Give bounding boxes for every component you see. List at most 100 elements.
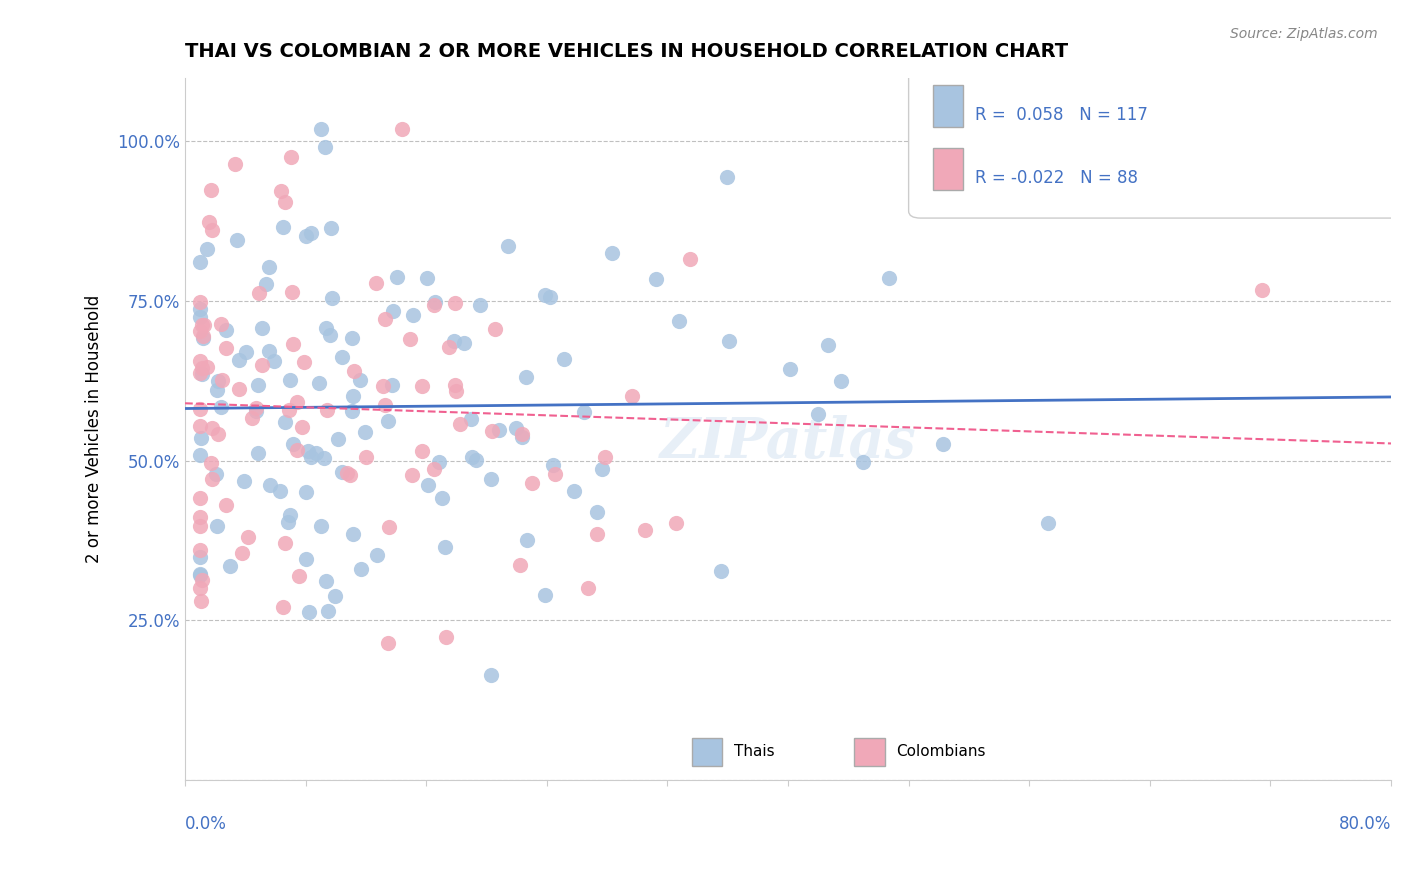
Point <box>516 533 538 548</box>
Point <box>385 270 408 285</box>
Bar <box>855 738 884 766</box>
Point <box>315 403 337 417</box>
Point <box>335 467 357 481</box>
Point <box>591 462 613 476</box>
Point <box>259 478 281 492</box>
Point <box>668 314 690 328</box>
Point <box>585 505 607 519</box>
Point <box>443 334 465 349</box>
Point <box>207 383 229 397</box>
Point <box>188 549 211 564</box>
Point <box>1250 284 1272 298</box>
Point <box>562 484 585 499</box>
Point <box>620 389 643 403</box>
Point <box>277 403 299 417</box>
Point <box>391 121 413 136</box>
Point <box>399 333 422 347</box>
Point <box>274 415 297 429</box>
Point <box>505 421 527 435</box>
Point <box>209 400 232 414</box>
Point <box>321 292 343 306</box>
Point <box>319 221 342 235</box>
Point <box>364 277 387 291</box>
Point <box>460 411 482 425</box>
Point <box>468 298 491 312</box>
Point <box>188 310 211 324</box>
Point <box>534 287 557 301</box>
Point <box>233 474 256 488</box>
Point <box>716 170 738 185</box>
Point <box>309 518 332 533</box>
Point <box>207 374 229 388</box>
Point <box>411 379 433 393</box>
Point <box>461 450 484 465</box>
Point <box>207 426 229 441</box>
Point <box>634 523 657 537</box>
Point <box>449 417 471 431</box>
Point <box>366 548 388 562</box>
Point <box>188 509 211 524</box>
Text: Colombians: Colombians <box>897 745 986 759</box>
Point <box>283 337 305 351</box>
Point <box>325 590 347 604</box>
Point <box>315 321 337 335</box>
Point <box>198 215 221 229</box>
Y-axis label: 2 or more Vehicles in Household: 2 or more Vehicles in Household <box>86 294 103 563</box>
Point <box>572 405 595 419</box>
Point <box>314 140 336 154</box>
Point <box>235 344 257 359</box>
Point <box>488 423 510 437</box>
Point <box>510 426 533 441</box>
Point <box>377 636 399 650</box>
Point <box>586 526 609 541</box>
Point <box>401 467 423 482</box>
Point <box>295 485 318 500</box>
Point <box>430 491 453 505</box>
Point <box>330 350 353 364</box>
Point <box>195 242 218 256</box>
Point <box>294 551 316 566</box>
Point <box>354 450 377 464</box>
Point <box>188 448 211 462</box>
Point <box>191 328 214 343</box>
Point <box>188 402 211 417</box>
Point <box>541 458 564 472</box>
Point <box>201 472 224 486</box>
Point <box>231 545 253 559</box>
Point <box>188 581 211 595</box>
Point <box>665 516 688 531</box>
Point <box>295 228 318 243</box>
Point <box>342 389 364 403</box>
Point <box>544 467 567 482</box>
Point <box>291 419 314 434</box>
Point <box>225 234 247 248</box>
Text: Source: ZipAtlas.com: Source: ZipAtlas.com <box>1230 27 1378 41</box>
Point <box>200 456 222 470</box>
Point <box>312 451 335 466</box>
Point <box>308 376 330 391</box>
Point <box>188 353 211 368</box>
Point <box>464 453 486 467</box>
Point <box>191 331 214 345</box>
Point <box>299 450 322 464</box>
Point <box>481 425 503 439</box>
Point <box>710 564 733 578</box>
Point <box>188 366 211 380</box>
Point <box>509 558 531 572</box>
Point <box>311 121 333 136</box>
Point <box>422 297 444 311</box>
Point <box>343 364 366 378</box>
Point <box>439 340 461 354</box>
Point <box>411 443 433 458</box>
Point <box>298 605 321 619</box>
Point <box>205 519 228 533</box>
Point <box>401 308 423 322</box>
Bar <box>692 738 721 766</box>
Point <box>288 569 311 583</box>
Point <box>191 573 214 587</box>
Point <box>277 515 299 529</box>
Point <box>553 352 575 367</box>
Bar <box>932 85 963 127</box>
Point <box>434 631 457 645</box>
Point <box>427 455 450 469</box>
